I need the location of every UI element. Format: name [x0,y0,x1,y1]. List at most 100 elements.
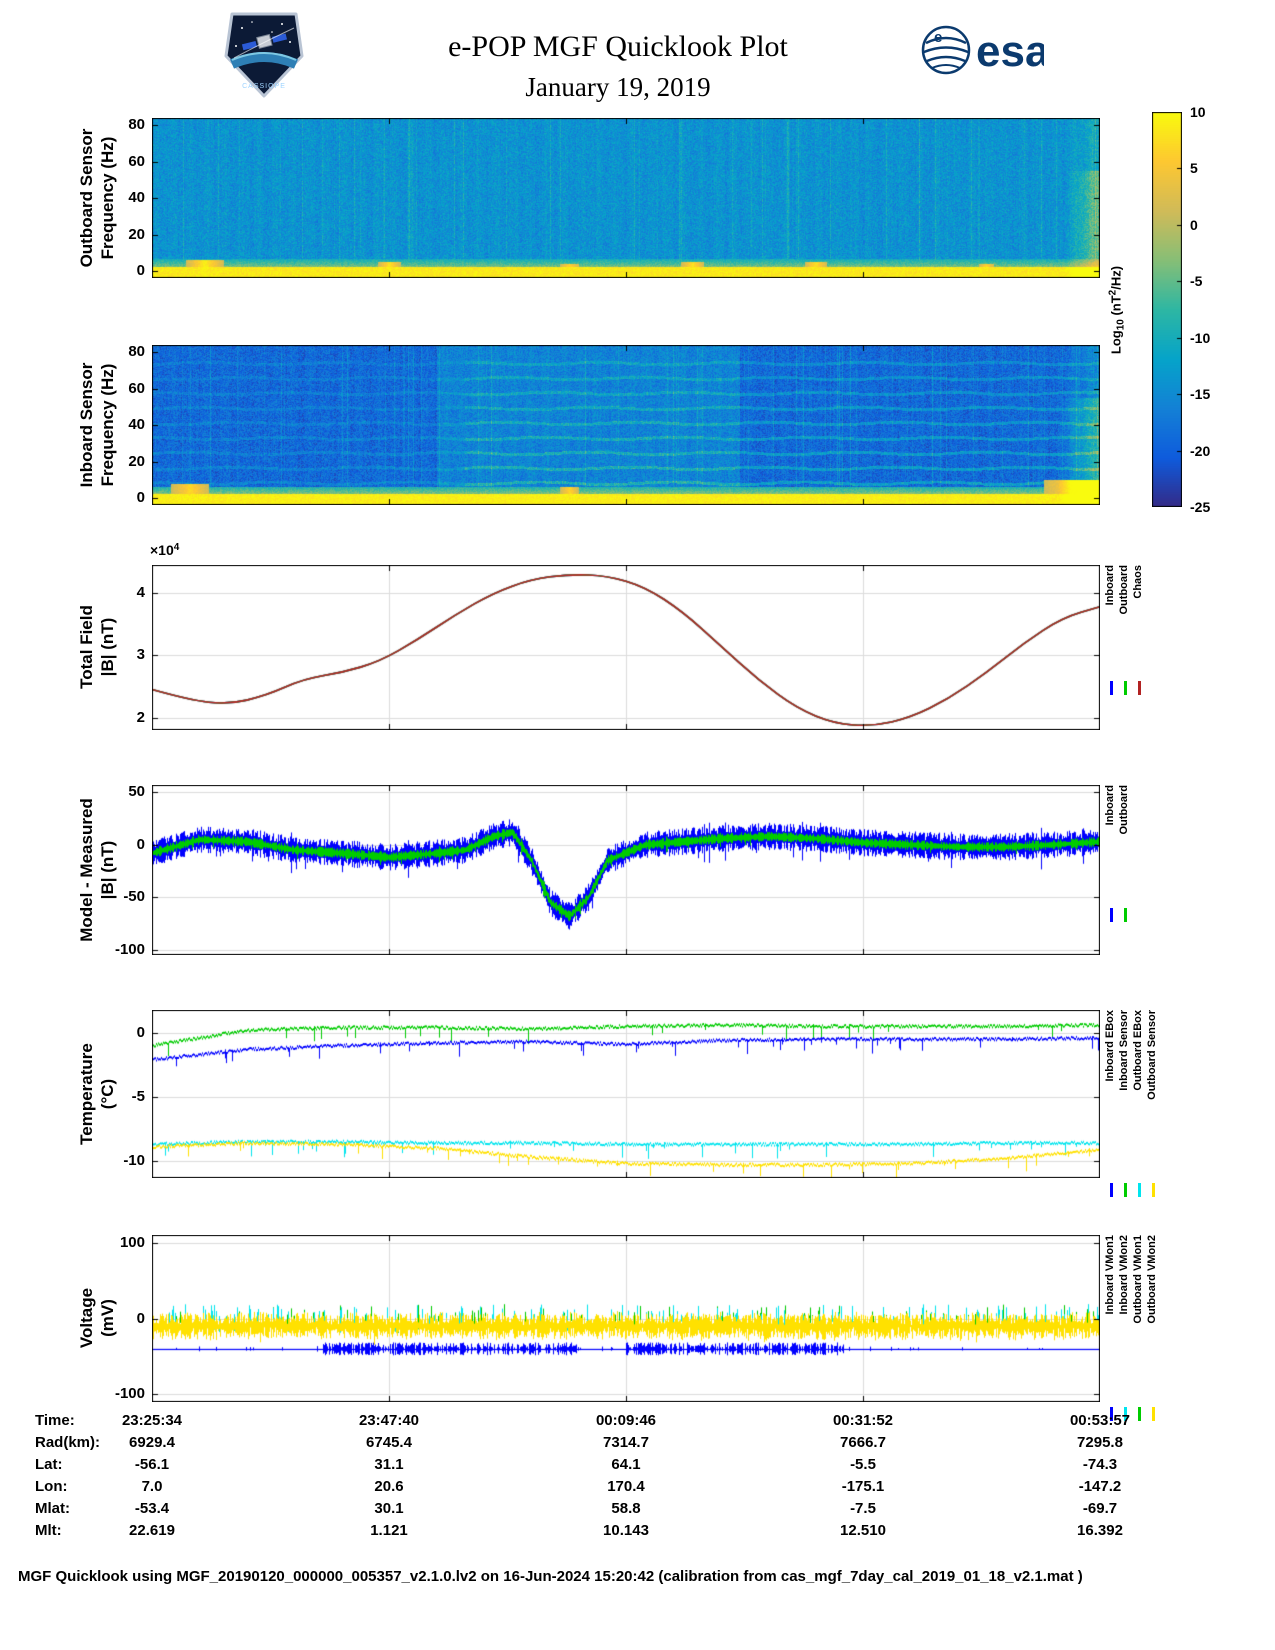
colorbar-label: Log10 (nT2/Hz) [1107,265,1127,355]
table-cell: 7314.7 [603,1434,649,1451]
colorbar-tick-label: -5 [1190,273,1203,290]
cassiope-earth-arc [229,52,299,69]
table-cell: 23:47:40 [358,1412,420,1429]
temperature-plot [152,1010,1100,1178]
y-tick-label: 20 [128,452,145,470]
y-tick-label: 20 [128,225,145,243]
table-cell: 12.510 [840,1522,886,1539]
legend-temperature: Inboard EBox Inboard Sensor Outboard EBo… [1104,1010,1160,1210]
colorbar-tick-label: 5 [1190,160,1198,177]
table-cell: 31.1 [374,1456,404,1473]
y-tick-label: 4 [136,584,145,602]
colorbar-tick-label: -20 [1190,442,1211,459]
legend-mark [1152,1407,1155,1421]
colorbar-tick-label: -15 [1190,386,1211,403]
legend-item: Outboard VMon2 [1146,1235,1160,1435]
legend-label: Chaos [1132,565,1144,599]
plot-date: January 19, 2019 [525,72,711,102]
table-cell: 30.1 [374,1500,404,1517]
y-tick-label: 50 [128,783,145,801]
table-cell: 22.619 [129,1522,175,1539]
legend-item: Inboard [1104,785,1118,985]
voltage-plot [152,1235,1100,1402]
plot-title: e-POP MGF Quicklook Plot [448,30,788,63]
legend-mark [1138,1407,1141,1421]
y-tick-label: 0 [136,1024,145,1042]
table-cell: -7.5 [850,1500,876,1517]
y-tick-label: 0 [136,1309,145,1327]
legend-mark [1110,1407,1113,1421]
esa-logo: e esa [921,25,1044,76]
legend-label: Outboard VMon1 [1132,1235,1144,1324]
table-row-label: Mlt: [35,1522,62,1539]
table-cell: 7.0 [141,1478,163,1495]
cassiope-logo: CASSIOPE [224,12,304,98]
table-cell: -56.1 [134,1456,170,1473]
table-cell: -147.2 [1078,1478,1122,1495]
y-tick-label: 40 [128,189,145,207]
y-tick-label: -50 [123,888,145,906]
y-tick-label: -100 [114,940,145,958]
table-cell: -53.4 [134,1500,170,1517]
table-cell: 1.121 [370,1522,408,1539]
legend-item: Outboard EBox [1132,1010,1146,1210]
legend-item: Outboard VMon1 [1132,1235,1146,1435]
y-tick-label: 3 [136,646,145,664]
legend-mark [1152,1183,1155,1197]
legend-mark [1110,681,1113,695]
legend-mark [1110,1183,1113,1197]
legend-label: Inboard [1104,785,1116,826]
table-cell: 58.8 [611,1500,641,1517]
table-cell: 64.1 [611,1456,641,1473]
table-cell: 23:25:34 [121,1412,183,1429]
y-tick-label: 2 [136,708,145,726]
cassiope-satellite-icon [241,33,288,51]
colorbar [1152,112,1182,507]
axis-label-line: |B| (nT) [98,840,117,900]
axis-label-line: Model - Measured [77,798,96,942]
table-cell: 00:31:52 [832,1412,894,1429]
legend-mark [1138,681,1141,695]
esa-wordmark: esa [976,27,1044,76]
legend-item: Outboard [1118,785,1132,985]
y-tick-label: 40 [128,416,145,434]
legend-mark [1124,681,1127,695]
y-tick-label: 80 [128,343,145,361]
inboard-spectrogram [152,345,1100,505]
legend-item: Inboard EBox [1104,1010,1118,1210]
table-row-label: Time: [35,1412,75,1429]
y-tick-label: 0 [136,489,145,507]
colorbar-tick-label: -25 [1190,499,1211,515]
legend-total-field: Inboard Outboard Chaos [1104,565,1146,765]
esa-globe-icon: e [921,25,971,75]
legend-label: Outboard [1118,565,1130,615]
outboard-spectrogram [152,118,1100,278]
colorbar-tick-label: 10 [1190,104,1206,120]
legend-label: Outboard EBox [1132,1010,1144,1091]
table-row-label: Lat: [35,1456,63,1473]
y-tick-label: -100 [114,1385,145,1403]
y-tick-label: 0 [136,835,145,853]
table-cell: 10.143 [603,1522,649,1539]
colorbar-tick-label: 0 [1190,216,1198,233]
y-tick-label: 60 [128,152,145,170]
legend-mark [1124,908,1127,922]
legend-item: Inboard [1104,565,1118,765]
legend-label: Outboard [1118,785,1130,835]
model-measured-plot [152,785,1100,955]
table-cell: 00:09:46 [595,1412,657,1429]
y-tick-label: -10 [123,1152,145,1170]
table-cell: 6745.4 [366,1434,412,1451]
y-tick-label: -5 [131,1088,145,1106]
y-tick-label: 100 [119,1233,145,1251]
axis-label-model-measured: Model - Measured |B| (nT) [76,798,118,942]
table-row-label: Rad(km): [35,1434,101,1451]
legend-mark [1124,1183,1127,1197]
legend-item: Chaos [1132,565,1146,765]
table-cell: 170.4 [607,1478,645,1495]
table-row-rad: Rad(km): 6929.4 6745.4 7314.7 7666.7 729… [0,1434,1275,1454]
legend-model-measured: Inboard Outboard [1104,785,1132,985]
legend-item: Inboard VMon1 [1104,1235,1118,1435]
y-tick-label: 0 [136,262,145,280]
